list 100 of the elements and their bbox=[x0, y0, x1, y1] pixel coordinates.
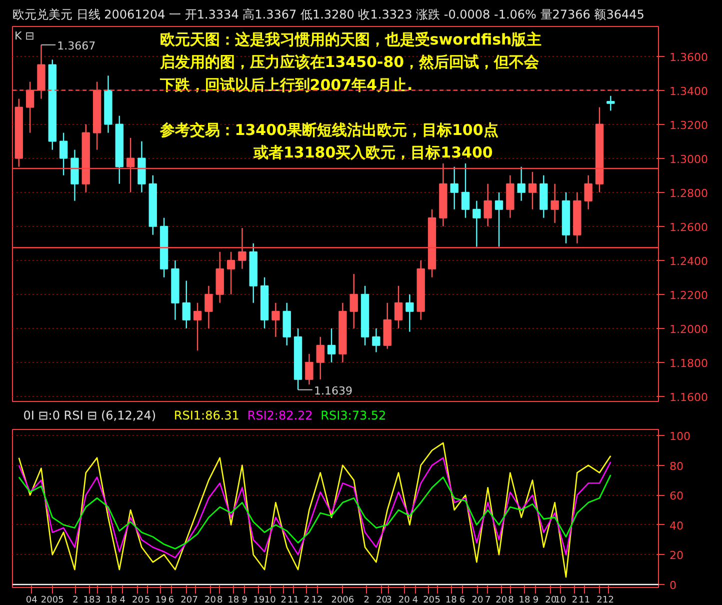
x-tick-label: 10 bbox=[264, 596, 276, 605]
candlestick bbox=[26, 81, 34, 134]
text: RSI1:86.31 bbox=[174, 408, 240, 422]
candlestick bbox=[193, 302, 202, 352]
x-tick-label: 20 bbox=[423, 596, 435, 605]
candlestick bbox=[204, 285, 213, 329]
x-tick-label: 04 bbox=[26, 596, 38, 605]
x-tick-label: 11 bbox=[288, 596, 299, 605]
text: RSI2:82.22 bbox=[247, 408, 313, 422]
x-tick-label: 18 bbox=[83, 596, 96, 605]
chart-title: 欧元兑美元 日线 20061204 一 开1.3334 高1.3367 低1.3280 收1.3323 涨跌 -0.0008 -1.06% 量27366 额36445 bbox=[12, 8, 644, 22]
x-tick-label: 11 bbox=[578, 596, 590, 605]
candlestick bbox=[327, 328, 336, 363]
line-series bbox=[18, 457, 612, 558]
x-tick-label: 3 bbox=[386, 596, 392, 605]
x-tick-label: 6 bbox=[459, 596, 466, 605]
x-tick-label: 20 bbox=[496, 596, 508, 605]
candlestick bbox=[528, 171, 537, 210]
y-tick-label: 1.3000 bbox=[670, 152, 708, 166]
text: RSI3:73.52 bbox=[320, 408, 386, 422]
candlestick bbox=[584, 174, 592, 210]
x-tick-label: 18 bbox=[228, 596, 240, 605]
candlestick bbox=[394, 285, 403, 329]
candlestick bbox=[406, 294, 414, 332]
x-tick-label: 2 bbox=[280, 596, 287, 605]
x-tick-label: 2 bbox=[596, 596, 602, 605]
x-tick-label: 19 bbox=[155, 596, 167, 605]
candlestick bbox=[550, 183, 559, 224]
x-tick-label: 12 bbox=[311, 596, 323, 605]
y-tick-label: 1.2000 bbox=[670, 322, 708, 336]
candlestick bbox=[238, 227, 246, 270]
x-tick-label: 2 bbox=[572, 596, 578, 605]
x-tick-label: 6 bbox=[168, 596, 174, 605]
annotation: 启发用的图，压力应该在13450-80，然后回试，但不会 bbox=[158, 53, 540, 72]
y-tick-label: 1.2400 bbox=[670, 254, 708, 268]
candlestick bbox=[126, 137, 135, 193]
x-tick-label: 18 bbox=[518, 596, 531, 605]
x-tick-label: 2 bbox=[304, 596, 310, 605]
x-tick-label: 18 bbox=[445, 596, 458, 605]
x-tick-label: 12 bbox=[602, 596, 614, 605]
candlestick bbox=[372, 328, 380, 353]
candlestick bbox=[182, 280, 190, 329]
candlestick bbox=[472, 200, 481, 248]
y-tick-label: 80 bbox=[670, 460, 684, 473]
x-tick-label: 2006 bbox=[331, 596, 354, 605]
candlestick bbox=[484, 183, 492, 227]
y-tick-label: 1.2800 bbox=[670, 186, 708, 200]
x-tick-label: 2005 bbox=[40, 596, 64, 605]
x-tick-label: 4 bbox=[120, 596, 126, 605]
x-tick-label: 2 bbox=[364, 596, 370, 605]
annotation: 欧元天图：这是我习惯用的天图，也是受swordfish版主 bbox=[160, 30, 542, 49]
candlestick bbox=[494, 192, 504, 248]
candlestick bbox=[59, 132, 68, 176]
annotation: 1.3667 bbox=[57, 39, 96, 52]
annotation: 参考交易：13400果断短线沽出欧元，目标100点 bbox=[158, 121, 498, 140]
y-tick-label: 40 bbox=[670, 519, 684, 532]
y-tick-label: 100 bbox=[670, 430, 690, 443]
y-tick-label: 1.3600 bbox=[670, 50, 708, 64]
y-tick-label: 1.1600 bbox=[670, 390, 708, 404]
x-tick-label: 5 bbox=[434, 596, 440, 605]
x-tick-label: 8 bbox=[216, 596, 223, 605]
x-tick-label: 20 bbox=[398, 596, 410, 605]
line-series bbox=[18, 442, 612, 578]
x-tick-label: 20 bbox=[376, 596, 388, 605]
candlestick bbox=[305, 353, 314, 386]
line-series bbox=[18, 474, 612, 550]
annotation: 或者13180买入欧元，目标13400 bbox=[252, 144, 493, 162]
x-tick-label: 20 bbox=[180, 596, 192, 605]
x-tick-label: 7 bbox=[484, 596, 491, 605]
y-tick-label: 20 bbox=[670, 549, 684, 562]
x-tick-label: 18 bbox=[106, 596, 118, 605]
candlestick bbox=[272, 302, 280, 338]
annotation: K ⊟ bbox=[14, 30, 34, 43]
chart-title: 0I ⊟:0 RSI ⊟ (6,12,24) bbox=[23, 408, 156, 422]
y-tick-label: 1.2200 bbox=[670, 288, 708, 302]
x-tick-label: 5 bbox=[144, 596, 150, 605]
x-tick-label: 20 bbox=[545, 596, 557, 605]
x-tick-label: 2 bbox=[72, 596, 78, 605]
x-tick-label: 20 bbox=[132, 596, 144, 605]
y-tick-label: 1.3400 bbox=[670, 84, 708, 98]
candlestick bbox=[226, 251, 236, 295]
x-tick-label: 3 bbox=[94, 596, 101, 605]
x-tick-label: 19 bbox=[253, 596, 265, 605]
x-tick-label: 9 bbox=[242, 596, 248, 605]
candlestick bbox=[517, 166, 526, 202]
candlestick bbox=[350, 273, 358, 329]
y-tick-label: 1.3200 bbox=[670, 118, 708, 132]
x-tick-label: 4 bbox=[412, 596, 418, 605]
candlestick bbox=[461, 162, 470, 218]
x-tick-label: 20 bbox=[472, 596, 484, 605]
annotation: 1.1639 bbox=[314, 384, 352, 398]
x-tick-label: 8 bbox=[508, 596, 514, 605]
y-tick-label: 0 bbox=[670, 579, 676, 592]
x-tick-label: 10 bbox=[554, 596, 566, 605]
x-tick-label: 7 bbox=[192, 596, 198, 605]
x-tick-label: 20 bbox=[204, 596, 216, 605]
y-tick-label: 1.2600 bbox=[670, 220, 708, 234]
y-tick-label: 1.1800 bbox=[670, 356, 708, 370]
candlestick bbox=[606, 95, 615, 112]
x-tick-label: 9 bbox=[532, 596, 539, 605]
